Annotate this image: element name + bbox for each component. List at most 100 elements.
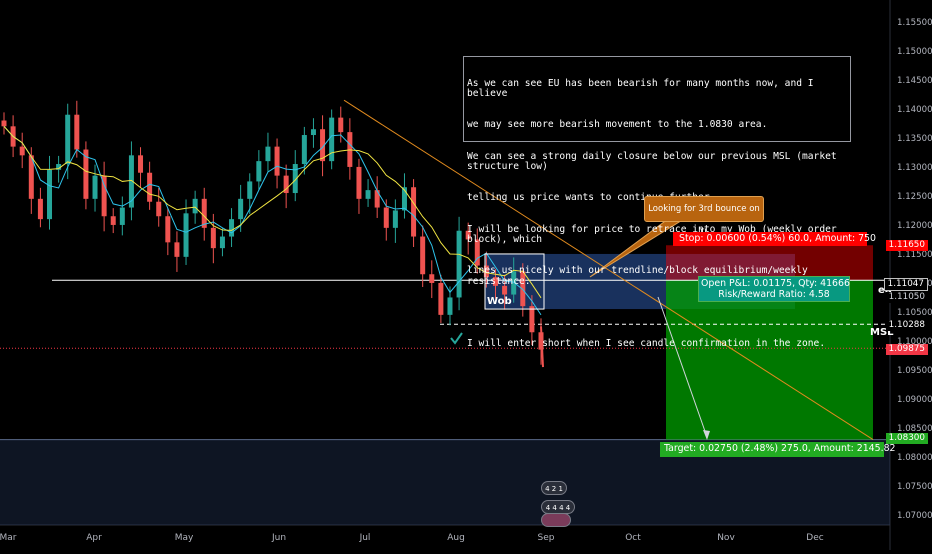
y-tick-label: 1.14500: [897, 76, 932, 86]
order-block-box: [484, 253, 545, 310]
y-tick-label: 1.09000: [897, 395, 932, 405]
candle-body: [119, 207, 125, 225]
y-tick-label: 1.08500: [897, 424, 932, 434]
moving-average-slow: [3, 125, 542, 299]
candle-body: [74, 114, 80, 150]
event-badge[interactable]: [541, 513, 571, 527]
candle-body: [147, 172, 153, 202]
candle-body: [474, 239, 480, 266]
candle-body: [110, 216, 116, 225]
y-tick-label: 1.15500: [897, 18, 932, 28]
stop-label[interactable]: Stop: 0.00600 (0.54%) 60.0, Amount: 750: [673, 232, 876, 246]
projection-arrow: [657, 296, 708, 438]
y-tick-label: 1.14000: [897, 105, 932, 115]
note-line: We can see a strong daily closure below …: [467, 150, 843, 173]
y-tick-label: 1.12000: [897, 221, 932, 231]
candle-body: [329, 117, 335, 162]
candle-body: [238, 198, 244, 220]
candle-body: [456, 230, 462, 298]
x-tick-label: Oct: [625, 533, 641, 543]
projection-arrowhead: [703, 430, 710, 440]
candle-body: [411, 187, 417, 237]
axis-tag-msl: 1.10288: [885, 320, 928, 331]
candle-body: [83, 149, 89, 199]
event-badge[interactable]: 4 2 1: [541, 481, 567, 495]
note-line: [467, 308, 847, 318]
candle-body: [356, 166, 362, 199]
y-tick-label: 1.15000: [897, 47, 932, 57]
target-label[interactable]: Target: 0.02750 (2.48%) 275.0, Amount: 2…: [660, 442, 896, 457]
candle-body: [165, 216, 171, 243]
candle-body: [265, 146, 271, 162]
msl-label: MSL: [870, 327, 894, 338]
y-tick-label: 1.12500: [897, 192, 932, 202]
last-candle-spike: [540, 326, 544, 368]
risk-reward-text: Risk/Reward Ratio: 4.58: [718, 289, 830, 300]
y-tick-label: 1.09500: [897, 366, 932, 376]
candle-body: [229, 219, 235, 237]
x-tick-label: Jun: [271, 533, 286, 543]
candle-body: [56, 164, 62, 170]
candle-body: [201, 198, 207, 228]
candle-body: [192, 198, 198, 214]
y-tick-label: 1.13500: [897, 134, 932, 144]
candle-body: [401, 187, 407, 211]
candle-body: [128, 155, 134, 208]
candle-body: [65, 114, 71, 165]
candle-body: [520, 271, 526, 307]
candle-body: [492, 277, 498, 286]
candle-body: [301, 135, 307, 165]
candle-body: [374, 190, 380, 208]
candle-body: [219, 236, 225, 249]
note-line: I will enter short when I see candle con…: [467, 337, 826, 349]
x-tick-label: Sep: [538, 533, 555, 543]
axis-tag-current: 1.09875: [885, 344, 928, 355]
candle-body: [338, 117, 344, 133]
x-tick-label: Nov: [717, 533, 735, 543]
candle-body: [138, 155, 144, 173]
candle-body: [483, 265, 489, 278]
candle-body: [310, 129, 316, 136]
candle-body: [210, 227, 216, 249]
candle-body: [365, 190, 371, 199]
candle-body: [47, 169, 53, 220]
candle-body: [37, 198, 43, 220]
axis-tag-target: 1.08300: [885, 433, 928, 444]
x-tick-label: May: [175, 533, 194, 543]
candle-body: [19, 146, 25, 156]
y-tick-label: 1.08000: [897, 453, 932, 463]
candle-body: [1, 120, 7, 127]
candle-body: [465, 230, 471, 240]
note-line: I will be looking for price to retrace i…: [467, 223, 843, 245]
candle-body: [529, 306, 535, 333]
y-tick-label: 1.13000: [897, 163, 932, 173]
y-tick-label: 1.11500: [897, 250, 932, 260]
note-line: we may see more bearish movement to the …: [467, 119, 768, 131]
y-tick-label: 1.07500: [897, 482, 932, 492]
pnl-label[interactable]: Open P&L: 0.01175, Qty: 41666 Risk/Rewar…: [698, 276, 850, 302]
x-tick-label: Aug: [447, 533, 465, 543]
pnl-text: Open P&L: 0.01175, Qty: 41666: [701, 278, 850, 289]
candle-body: [183, 213, 189, 257]
candle-body: [156, 201, 162, 217]
analysis-note[interactable]: As we can see EU has been bearish for ma…: [463, 56, 851, 349]
check-mark-icon: [450, 332, 463, 345]
candle-body: [274, 146, 280, 176]
candle-body: [438, 282, 444, 315]
candle-body: [292, 164, 298, 194]
candle-body: [247, 181, 253, 199]
x-tick-label: Mar: [0, 533, 17, 543]
candle-body: [429, 274, 435, 283]
y-tick-label: 1.10500: [897, 308, 932, 318]
note-line: As we can see EU has been bearish for ma…: [467, 77, 820, 100]
candle-body: [420, 236, 426, 275]
candle-body: [383, 207, 389, 228]
candle-body: [28, 155, 34, 199]
x-tick-label: Apr: [86, 533, 102, 543]
candle-body: [392, 210, 398, 228]
candle-body: [92, 175, 98, 199]
candle-body: [320, 129, 326, 162]
event-badge[interactable]: 4 4 4 4: [541, 500, 575, 514]
trendline-callout[interactable]: Looking for 3rd bounce on TL: [644, 196, 764, 238]
candle-body: [511, 271, 517, 295]
